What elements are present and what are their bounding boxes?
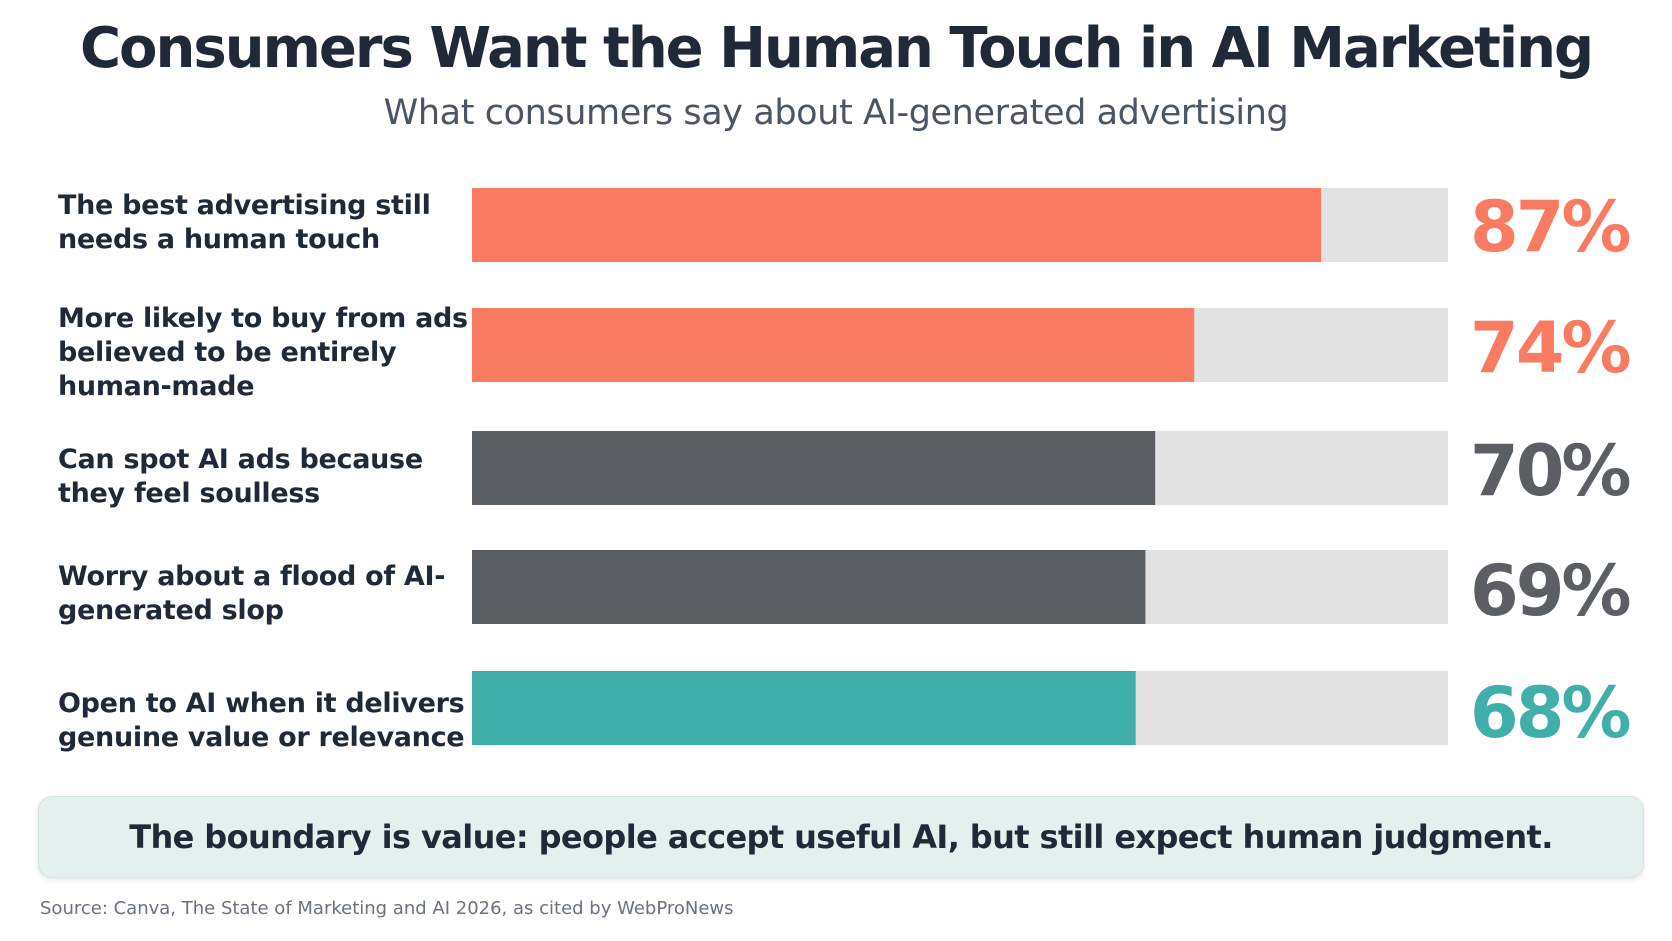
row-label-spot-ai-ads-soulless: Can spot AI ads because they feel soulle… [58, 444, 423, 509]
value-label-74: 74% [1470, 307, 1632, 389]
row-label-worry-ai-slop: Worry about a flood of AI-generated slop [58, 561, 446, 626]
value-label-68: 68% [1470, 672, 1632, 754]
bar-worry-ai-slop [472, 550, 1146, 624]
chart-title: Consumers Want the Human Touch in AI Mar… [79, 16, 1594, 81]
chart-subtitle: What consumers say about AI-generated ad… [383, 93, 1289, 133]
row-label-best-advertising-human-touch: The best advertising still needs a human… [58, 190, 431, 255]
value-label-87: 87% [1470, 186, 1632, 268]
bar-chart [472, 188, 1448, 745]
bar-buy-human-made-ads [472, 308, 1195, 382]
value-label-70: 70% [1470, 430, 1632, 512]
key-takeaway-callout: The boundary is value: people accept use… [38, 796, 1644, 878]
bar-best-advertising-human-touch [472, 188, 1322, 262]
bar-open-to-useful-ai [472, 671, 1136, 745]
source-note: Source: Canva, The State of Marketing an… [40, 898, 734, 919]
row-label-buy-human-made-ads: More likely to buy from ads believed to … [58, 303, 468, 402]
value-label-69: 69% [1470, 550, 1632, 632]
bar-spot-ai-ads-soulless [472, 431, 1156, 505]
callout-text: The boundary is value: people accept use… [129, 818, 1553, 856]
row-label-open-to-useful-ai: Open to AI when it delivers genuine valu… [58, 688, 465, 753]
